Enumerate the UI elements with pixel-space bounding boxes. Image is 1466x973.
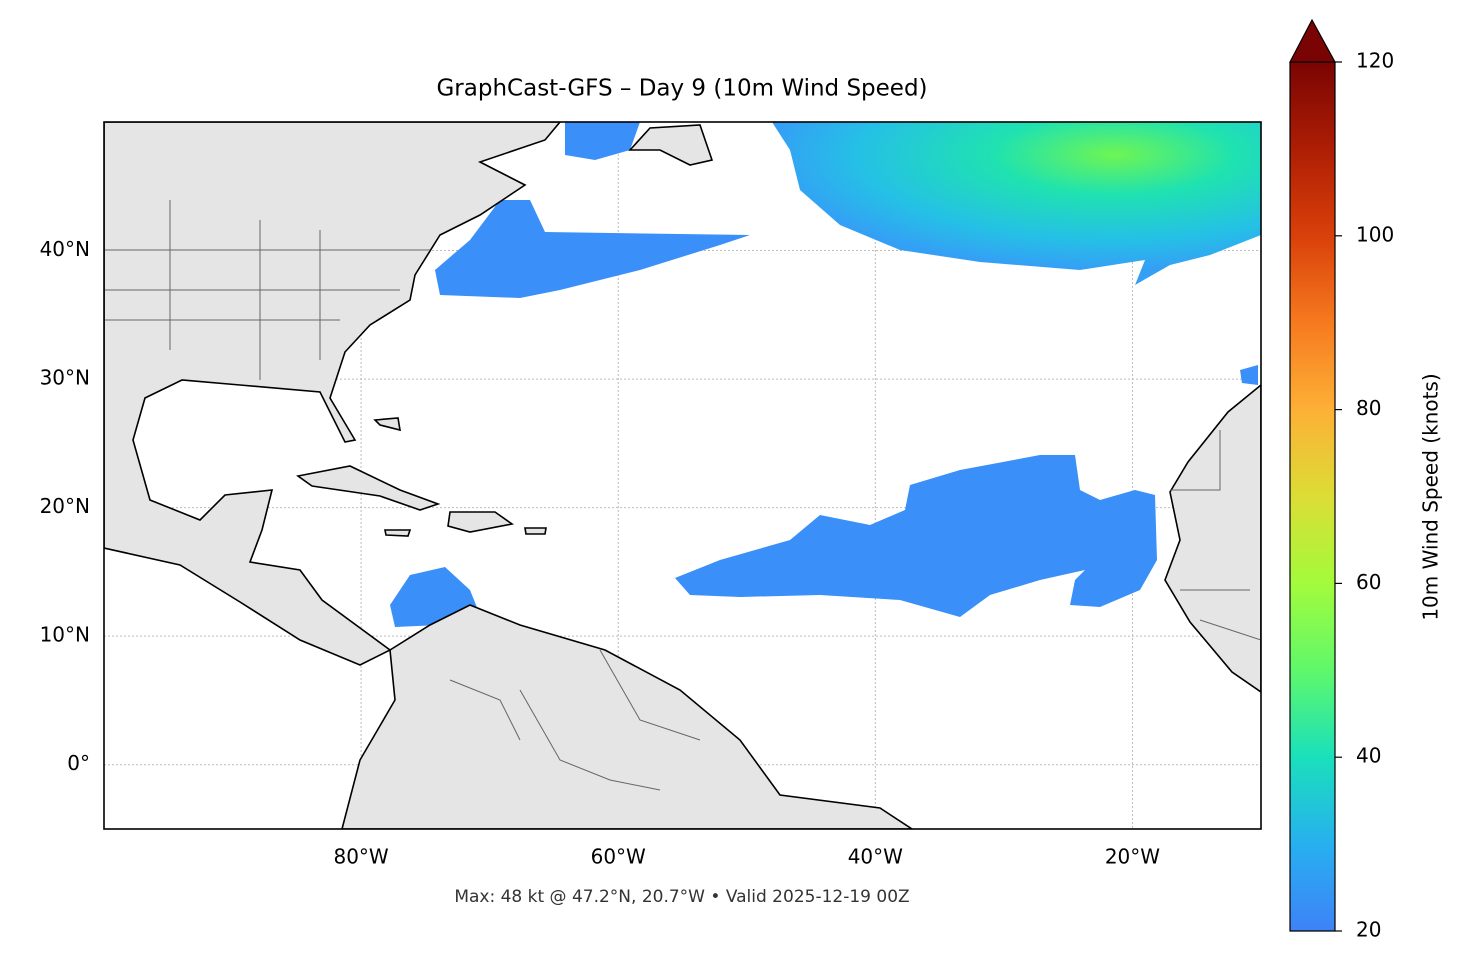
x-tick-label: 20°W	[1105, 845, 1160, 869]
islands	[373, 417, 547, 537]
wind-region	[565, 122, 640, 160]
x-tick-label: 40°W	[848, 845, 903, 869]
colorbar-tick-label: 40	[1356, 744, 1381, 768]
y-tick-label: 40°N	[40, 237, 90, 261]
map-title: GraphCast-GFS – Day 9 (10m Wind Speed)	[436, 76, 927, 102]
colorbar-tick-label: 20	[1356, 918, 1381, 942]
frame	[103, 121, 1262, 830]
colorbar-tick-label: 120	[1356, 49, 1394, 73]
wind-region	[772, 122, 1261, 285]
map-area	[104, 122, 1261, 829]
y-tick-label: 10°N	[40, 623, 90, 647]
hispaniola	[447, 511, 515, 533]
x-tick-label: 80°W	[333, 845, 388, 869]
colorbar-tick-label: 60	[1356, 570, 1381, 594]
africa	[1164, 383, 1261, 693]
colorbar-frame	[1289, 62, 1336, 932]
wind-region	[675, 455, 1157, 617]
y-tick-label: 20°N	[40, 494, 90, 518]
colorbar-tick-label: 80	[1356, 396, 1381, 420]
colorbar-tick-label: 100	[1356, 222, 1394, 246]
y-tick-label: 30°N	[40, 366, 90, 390]
x-tick-label: 60°W	[591, 845, 646, 869]
north-america	[104, 122, 562, 666]
colorbar-label: 10m Wind Speed (knots)	[1419, 373, 1443, 620]
cuba	[296, 465, 441, 511]
wind-region	[435, 200, 750, 298]
footnote: Max: 48 kt @ 47.2°N, 20.7°W • Valid 2025…	[454, 887, 909, 907]
y-tick-label: 0°	[67, 751, 90, 775]
south-america	[341, 604, 914, 829]
colorbar	[1290, 62, 1335, 931]
borders	[104, 200, 1261, 791]
axis-ticks: 80°W 60°W 40°W 20°W 0° 10°N 20°N 30°N 40°N 20 40 60…	[40, 49, 1395, 942]
colorbar-extend	[1289, 18, 1337, 63]
newfoundland	[628, 124, 714, 166]
